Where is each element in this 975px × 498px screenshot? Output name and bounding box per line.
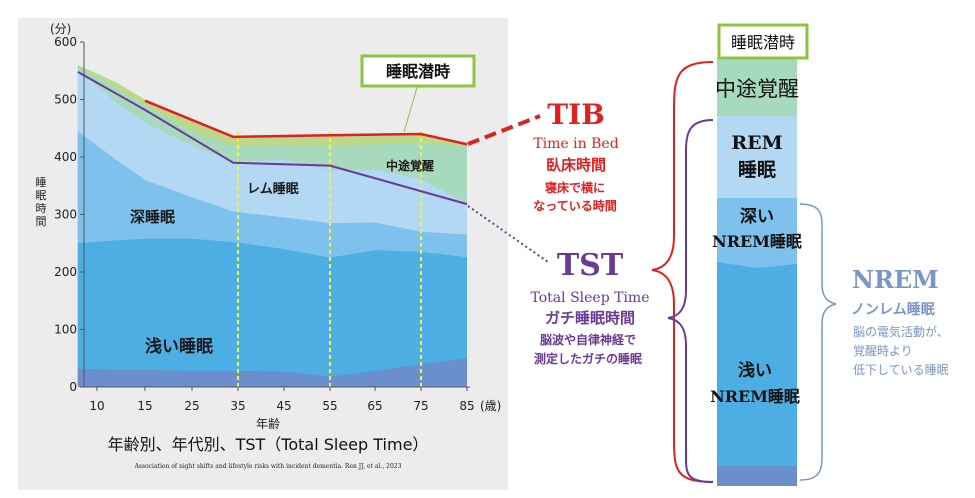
x-tick-label-65: 65: [367, 399, 382, 413]
tst-desc-2: 測定したガチの睡眠: [534, 351, 642, 366]
tib-english: Time in Bed: [533, 136, 618, 152]
x-tick-label-15: 15: [137, 399, 152, 413]
chart-title: 年齢別、年代別、TST（Total Sleep Time）: [108, 435, 429, 454]
age-guides: [237, 131, 422, 387]
x-tick-label-85: 85: [459, 399, 474, 413]
region-label-wake: 中途覚醒: [386, 158, 434, 173]
tst-line: [77, 71, 468, 206]
y-tick-label-500: 500: [54, 93, 77, 107]
tst-bracket: [667, 119, 714, 483]
bar-latency-label: 睡眠潜時: [731, 33, 795, 52]
bar-bottom: [717, 466, 797, 486]
area-series-1: [77, 238, 468, 387]
bar-rem: [717, 116, 797, 198]
y-unit: (分): [50, 22, 71, 36]
latency-callout-label: 睡眠潜時: [386, 62, 450, 81]
bar-rem-label-1: REM: [731, 132, 782, 154]
stacked-areas: [77, 65, 468, 387]
bar-light-label-2: NREM睡眠: [710, 387, 800, 406]
bar-wake: [717, 58, 797, 116]
tib-bracket: [651, 61, 714, 483]
nrem-desc-1: 脳の電気活動が、: [853, 324, 949, 339]
bar-deep-label-1: 深い: [740, 206, 774, 227]
x-tick-label-75: 75: [413, 399, 428, 413]
tst-japanese: ガチ睡眠時間: [545, 309, 635, 327]
region-label-rem: レム睡眠: [247, 181, 299, 197]
nrem-desc-3: 低下している睡眠: [853, 363, 949, 377]
x-unit: (歳): [480, 399, 501, 413]
tib-desc-2: なっている時間: [533, 198, 616, 213]
nrem-desc-2: 覚醒時より: [853, 344, 913, 358]
area-series-0: [77, 358, 468, 387]
tib-connector: [467, 114, 541, 146]
tst-english: Total Sleep Time: [530, 290, 649, 306]
region-label-deep: 深睡眠: [130, 208, 175, 226]
latency-callout-box: [360, 54, 476, 88]
bar-deep: [717, 198, 797, 268]
bar-deep-label-2: NREM睡眠: [712, 232, 802, 251]
tst-connector: [467, 205, 549, 263]
nrem-title: NREM: [852, 265, 939, 294]
tst-title: TST: [557, 248, 624, 283]
bar-wake-label: 中途覚醒: [715, 77, 799, 101]
trend-lines: [77, 71, 468, 206]
y-tick-label-400: 400: [54, 150, 77, 164]
citation: Association of night shifts and lifestyl…: [134, 463, 402, 470]
region-label-light: 浅い睡眠: [145, 336, 213, 357]
y-tick-label-100: 100: [54, 323, 77, 337]
y-tick-label-200: 200: [54, 265, 77, 279]
bar-latency-box: [717, 23, 809, 60]
bar-light-label-1: 浅い: [738, 360, 772, 381]
x-tick-label-35: 35: [230, 399, 245, 413]
tst-desc-1: 脳波や自律神経で: [540, 332, 636, 347]
y-tick-label-600: 600: [54, 35, 77, 49]
nrem-japanese: ノンレム睡眠: [851, 302, 935, 318]
y-axis-title: 睡眠時間: [36, 176, 47, 228]
x-axis-title: 年齢: [256, 416, 280, 431]
x-tick-label-25: 25: [184, 399, 199, 413]
tib-desc-1: 寝床で横に: [545, 180, 605, 195]
y-tick-label-300: 300: [54, 208, 77, 222]
x-tick-label-55: 55: [322, 399, 337, 413]
latency-pointer: [403, 83, 419, 133]
nrem-bracket: [799, 203, 837, 481]
x-tick-label-10: 10: [89, 399, 104, 413]
tib-japanese: 臥床時間: [546, 156, 606, 174]
y-tick-label-0: 0: [69, 380, 77, 394]
bar-rem-label-2: 睡眠: [738, 159, 776, 181]
axes: 0 100 200 300 400 500 600 10 15 25 35 45 55 65 75 85: [54, 35, 475, 413]
x-tick-label-45: 45: [276, 399, 291, 413]
tib-line: [144, 99, 468, 146]
tib-title: TIB: [547, 98, 605, 131]
